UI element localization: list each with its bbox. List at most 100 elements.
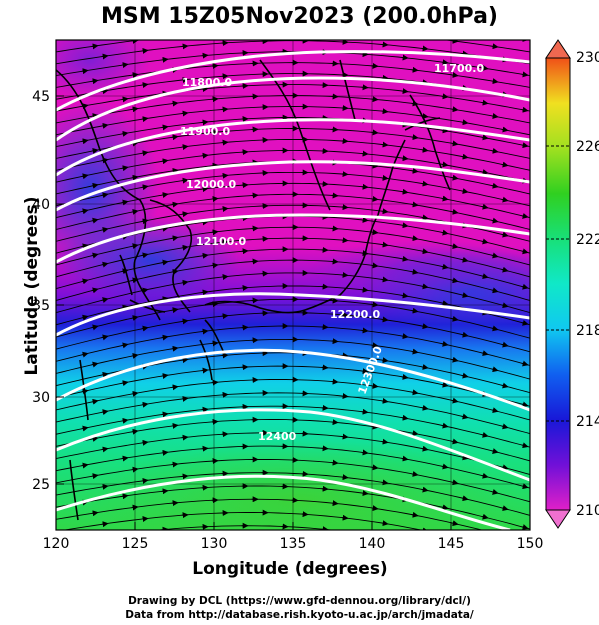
wind-arrow — [171, 422, 179, 429]
wind-arrow — [131, 209, 139, 215]
wind-arrow — [411, 471, 419, 477]
wind-arrow — [371, 229, 379, 236]
wind-arrow — [161, 411, 169, 418]
wind-arrow — [481, 203, 489, 210]
x-tick-label: 125 — [122, 536, 149, 552]
wind-arrow — [521, 360, 529, 367]
wind-arrow — [451, 277, 459, 284]
contour-label: 11900.0 — [180, 125, 230, 138]
wind-arrow — [381, 208, 389, 215]
y-tick-label: 30 — [32, 390, 50, 406]
wind-arrow — [491, 147, 499, 154]
wind-arrow — [201, 152, 209, 159]
streamline — [56, 432, 530, 475]
y-tick-label: 25 — [32, 477, 50, 493]
wind-arrow — [381, 520, 389, 527]
wind-arrow — [141, 184, 149, 191]
wind-arrow — [211, 162, 219, 169]
wind-arrow — [162, 25, 168, 26]
wind-arrow — [441, 300, 449, 307]
wind-arrow — [521, 442, 529, 449]
wind-arrow — [211, 196, 219, 202]
wind-arrow — [161, 259, 169, 266]
wind-arrow — [411, 430, 419, 437]
wind-arrow — [131, 315, 139, 321]
credit-line-data: Data from http://database.rish.kyoto-u.a… — [125, 609, 474, 621]
wind-arrow — [522, 568, 528, 570]
streamline — [56, 272, 530, 314]
wind-arrow — [491, 448, 499, 454]
contour-label: 11700.0 — [434, 62, 484, 75]
wind-arrow — [461, 188, 469, 194]
wind-arrow — [461, 413, 469, 420]
wind-arrow — [501, 464, 509, 471]
wind-arrow — [421, 404, 429, 411]
colorbar: 230 226 222 218 214 210 — [545, 39, 599, 529]
wind-arrow — [501, 161, 509, 168]
wind-arrow — [101, 88, 109, 95]
wind-arrow — [361, 368, 369, 375]
wind-arrow — [451, 174, 459, 181]
wind-arrow — [461, 372, 469, 379]
wind-arrow — [121, 130, 129, 137]
wind-arrow — [161, 373, 169, 379]
wind-arrow — [441, 504, 449, 511]
wind-arrow — [81, 278, 89, 285]
wind-arrow — [411, 201, 419, 208]
wind-arrow — [401, 333, 409, 340]
wind-arrow — [341, 352, 349, 359]
colorbar-label: 226 — [576, 139, 599, 155]
wind-arrow — [402, 540, 408, 541]
wind-arrow — [201, 119, 209, 126]
colorbar-label: 210 — [576, 503, 599, 519]
contour-label: 12000.0 — [186, 178, 236, 191]
wind-arrow — [491, 366, 499, 373]
wind-arrow — [421, 323, 429, 330]
wind-arrow — [361, 286, 369, 293]
y-tick-labels: 25 30 35 40 45 — [32, 89, 50, 493]
streamline — [56, 40, 530, 41]
wind-arrow — [101, 297, 109, 304]
wind-arrow — [101, 483, 109, 490]
wind-arrow — [521, 142, 529, 149]
wind-arrow — [381, 316, 389, 323]
wind-arrow — [491, 217, 499, 224]
wind-arrow — [461, 292, 469, 298]
wind-arrow — [381, 241, 389, 248]
wind-arrow — [371, 342, 379, 349]
wind-arrow — [81, 314, 89, 321]
wind-arrow — [441, 263, 449, 270]
wind-arrow — [402, 24, 408, 25]
colorbar-label: 214 — [576, 414, 599, 430]
wind-arrow — [141, 516, 149, 522]
streamline — [154, 525, 336, 530]
wind-arrow — [221, 273, 229, 280]
wind-arrow — [211, 129, 219, 136]
wind-arrow — [91, 182, 99, 189]
wind-arrow — [181, 144, 189, 151]
wind-arrow — [201, 328, 209, 335]
wind-arrow — [371, 129, 379, 136]
y-tick-label: 35 — [32, 298, 50, 314]
x-tick-labels: 120 125 130 135 140 145 150 — [43, 536, 544, 552]
wind-arrow — [171, 100, 179, 107]
wind-arrow — [121, 199, 129, 206]
wind-arrow — [101, 446, 109, 453]
wind-arrow — [131, 390, 139, 397]
wind-arrow — [181, 177, 189, 184]
wind-arrow — [492, 529, 499, 530]
wind-arrow — [131, 106, 139, 113]
wind-arrow — [381, 479, 389, 486]
wind-arrow — [121, 96, 129, 103]
wind-arrow — [161, 449, 169, 456]
wind-arrow — [201, 252, 209, 259]
wind-arrow — [482, 557, 488, 558]
wind-arrow — [81, 138, 89, 145]
wind-arrow — [121, 493, 129, 500]
wind-arrow — [91, 78, 99, 85]
wind-arrow — [221, 139, 229, 146]
wind-arrow — [481, 64, 489, 71]
wind-arrow — [441, 161, 449, 168]
wind-arrow — [441, 381, 449, 388]
wind-arrow — [141, 325, 149, 332]
